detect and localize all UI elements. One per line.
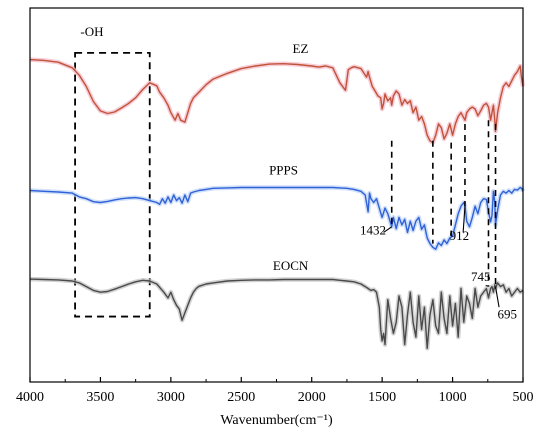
x-tick-label-2500: 2500: [227, 390, 255, 405]
ez-glow: [29, 57, 526, 145]
series-label-ez: EZ: [293, 41, 309, 56]
x-tick-label-3000: 3000: [157, 390, 185, 405]
x-axis: 4000 3500 3000 2500 2000 1500 1000 500: [16, 377, 534, 405]
peak-leader-695: [494, 286, 500, 308]
x-tick-label-500: 500: [513, 390, 534, 405]
peak-label-695: 695: [497, 306, 517, 321]
x-tick-label-3500: 3500: [86, 390, 114, 405]
ez-series-line: [29, 58, 524, 144]
peak-label-912: 912: [450, 228, 470, 243]
oh-region-box: [74, 51, 151, 318]
x-axis-title: Wavenumber(cm⁻¹): [220, 413, 333, 428]
peak-leader-745: [485, 284, 489, 287]
x-tick-label-1000: 1000: [439, 390, 467, 405]
series-label-eocn: EOCN: [273, 258, 309, 273]
x-tick-label-4000: 4000: [16, 390, 44, 405]
oh-region-label: -OH: [80, 24, 103, 39]
peak-leader-1432: [383, 226, 393, 233]
ppps-series-line: [29, 186, 524, 250]
peak-leader-912: [462, 206, 466, 233]
x-tick-label-2000: 2000: [298, 390, 326, 405]
eocn-series-line: [29, 278, 524, 349]
x-tick-label-1500: 1500: [368, 390, 396, 405]
plot-layer: -OH EZ PPPS EOCN 1432 912 745 695: [29, 24, 526, 351]
peak-label-1432: 1432: [360, 222, 386, 237]
series-label-ppps: PPPS: [269, 162, 298, 177]
peak-label-745: 745: [471, 269, 491, 284]
